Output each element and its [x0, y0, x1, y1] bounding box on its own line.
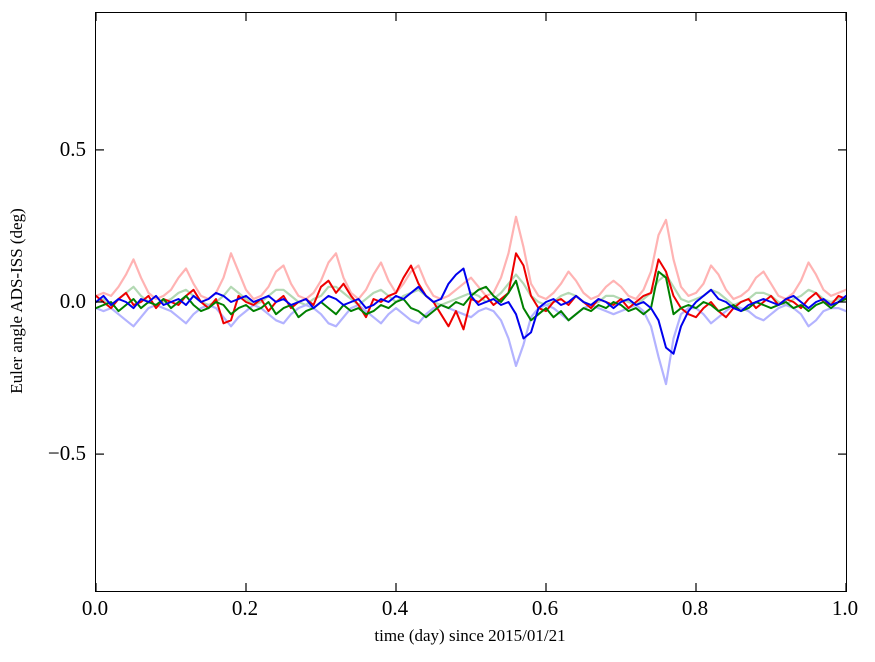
x-tick-label-3: 0.6 — [531, 596, 559, 620]
y-axis-label: Euler angle ADS-ISS (deg) — [7, 208, 26, 394]
y-tick-label-2: −0.5 — [47, 441, 86, 465]
x-axis-label: time (day) since 2015/01/21 — [374, 626, 566, 645]
plot-canvas — [96, 13, 846, 591]
y-tick-label-0: 0.5 — [59, 137, 86, 161]
x-tick-label-0: 0.0 — [81, 596, 109, 620]
x-tick-label-1: 0.2 — [231, 596, 259, 620]
x-tick-label-5: 1.0 — [831, 596, 859, 620]
x-tick-label-2: 0.4 — [381, 596, 409, 620]
plot-area — [95, 12, 847, 592]
x-tick-label-4: 0.8 — [681, 596, 709, 620]
y-tick-label-1: 0.0 — [59, 289, 86, 313]
